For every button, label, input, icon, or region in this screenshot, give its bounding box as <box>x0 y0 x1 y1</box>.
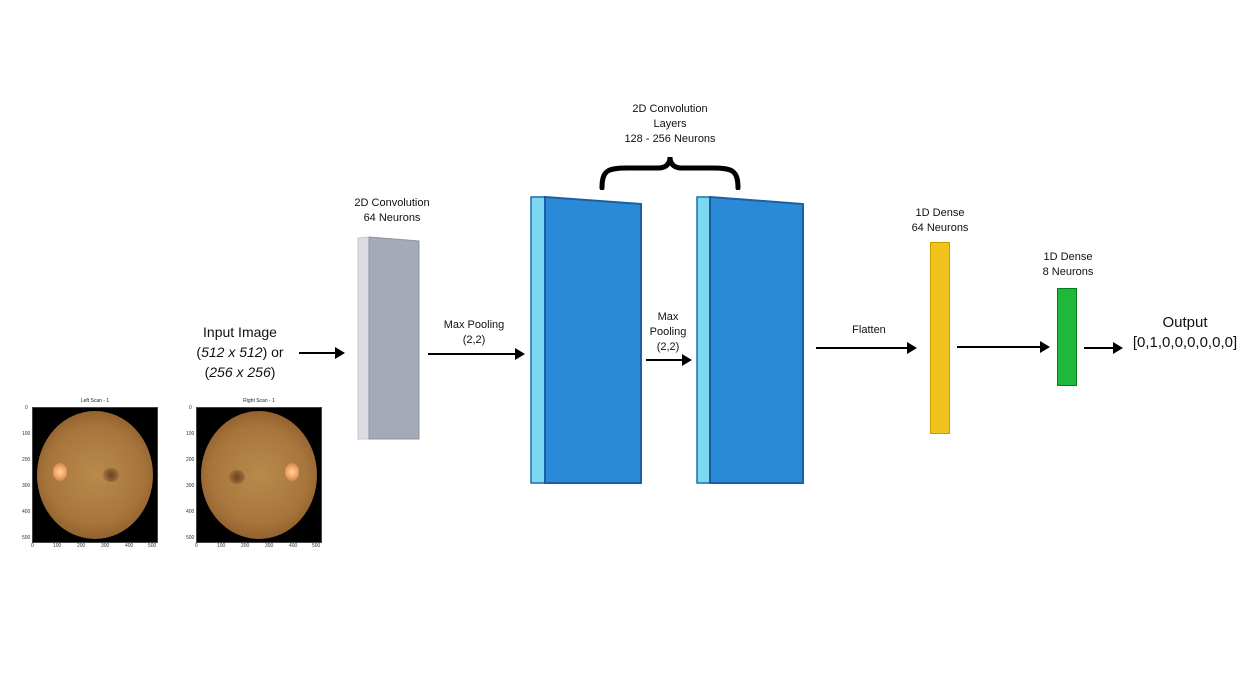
output-label: Output [0,1,0,0,0,0,0,0] <box>1122 313 1248 353</box>
right-ytick-5: 500 <box>186 535 195 541</box>
flatten-label: Flatten <box>852 324 886 336</box>
left-xtick-1: 100 <box>53 543 62 549</box>
left-xtick-5: 500 <box>148 543 157 549</box>
dense64-layer-block <box>930 242 950 434</box>
conv64-label-line2: 64 Neurons <box>363 212 421 224</box>
left-ytick-0: 0 <box>25 405 28 411</box>
pool2-label-line3: (2,2) <box>656 341 680 353</box>
arrow-pool2 <box>646 354 692 366</box>
right-retina-fundus <box>201 411 317 539</box>
pool1-label: Max Pooling (2,2) <box>428 318 520 348</box>
conv-block-1-side <box>530 196 546 484</box>
conv-layer-block-2 <box>696 195 804 484</box>
right-xtick-0: 0 <box>195 543 198 549</box>
conv64-label: 2D Convolution 64 Neurons <box>340 196 444 226</box>
conv-block-2-side <box>696 196 711 484</box>
conv-group-label-line3: 128 - 256 Neurons <box>624 133 716 145</box>
output-title: Output <box>1162 314 1208 331</box>
right-ytick-1: 100 <box>186 431 195 437</box>
left-macula <box>103 468 119 482</box>
right-ytick-0: 0 <box>189 405 192 411</box>
dense8-label-line2: 8 Neurons <box>1042 266 1094 278</box>
left-ytick-3: 300 <box>22 483 31 489</box>
left-ytick-1: 100 <box>22 431 31 437</box>
right-ytick-2: 200 <box>186 457 195 463</box>
conv64-block-face <box>368 236 420 440</box>
arrow-dense8-to-output <box>1084 342 1123 354</box>
left-xtick-2: 200 <box>77 543 86 549</box>
conv-layer-block-1 <box>530 195 642 484</box>
right-xtick-3: 300 <box>265 543 274 549</box>
conv64-layer-block <box>357 236 420 440</box>
left-xtick-3: 300 <box>101 543 110 549</box>
right-ytick-4: 400 <box>186 509 195 515</box>
right-ytick-3: 300 <box>186 483 195 489</box>
input-image-size-512: (512 x 512) or <box>196 344 284 360</box>
right-scan-image <box>196 407 322 543</box>
pool2-label: Max Pooling (2,2) <box>640 310 696 355</box>
pool1-label-line1: Max Pooling <box>443 319 505 331</box>
left-scan-title: Left Scan - 1 <box>80 398 110 404</box>
dense64-label-line1: 1D Dense <box>915 207 965 219</box>
right-xtick-2: 200 <box>241 543 250 549</box>
arrow-input-to-conv64 <box>299 347 345 359</box>
output-vector: [0,1,0,0,0,0,0,0] <box>1132 334 1238 351</box>
dense8-layer-block <box>1057 288 1077 386</box>
arrow-dense64-to-dense8 <box>957 341 1050 353</box>
arrow-flatten <box>816 342 917 354</box>
left-optic-disc <box>53 463 67 481</box>
conv-group-label: 2D Convolution Layers 128 - 256 Neurons <box>600 102 740 147</box>
pool1-label-line2: (2,2) <box>462 334 486 346</box>
dense64-label: 1D Dense 64 Neurons <box>890 206 990 236</box>
left-xtick-0: 0 <box>31 543 34 549</box>
right-xtick-4: 400 <box>289 543 298 549</box>
right-macula <box>229 470 245 484</box>
dense64-label-line2: 64 Neurons <box>911 222 969 234</box>
conv-group-label-line1: 2D Convolution <box>632 103 708 115</box>
left-xtick-4: 400 <box>125 543 134 549</box>
left-scan-image <box>32 407 158 543</box>
input-image-size-256: (256 x 256) <box>204 364 276 380</box>
right-xtick-1: 100 <box>217 543 226 549</box>
left-scan-plot: Left Scan - 1 0 100 200 300 400 500 0 10… <box>22 398 158 550</box>
right-scan-title: Right Scan - 1 <box>243 398 275 404</box>
right-optic-disc <box>285 463 299 481</box>
left-ytick-2: 200 <box>22 457 31 463</box>
left-ytick-5: 500 <box>22 535 31 541</box>
pool2-label-line1: Max <box>657 311 679 323</box>
conv-group-brace <box>599 156 741 190</box>
input-image-title: Input Image <box>203 324 277 340</box>
conv-block-1-face <box>544 195 642 484</box>
right-xtick-5: 500 <box>312 543 321 549</box>
right-scan-plot: Right Scan - 1 0 100 200 300 400 500 0 1… <box>186 398 322 550</box>
input-image-label: Input Image (512 x 512) or (256 x 256) <box>184 322 296 382</box>
dense8-label: 1D Dense 8 Neurons <box>1020 250 1116 280</box>
left-ytick-4: 400 <box>22 509 31 515</box>
dense8-label-line1: 1D Dense <box>1043 251 1093 263</box>
arrow-pool1 <box>428 348 525 360</box>
pool2-label-line2: Pooling <box>649 326 687 338</box>
conv-block-2-face <box>709 195 804 484</box>
conv-group-label-line2: Layers <box>653 118 687 130</box>
conv64-label-line1: 2D Convolution <box>354 197 430 209</box>
conv64-block-side <box>357 236 370 440</box>
